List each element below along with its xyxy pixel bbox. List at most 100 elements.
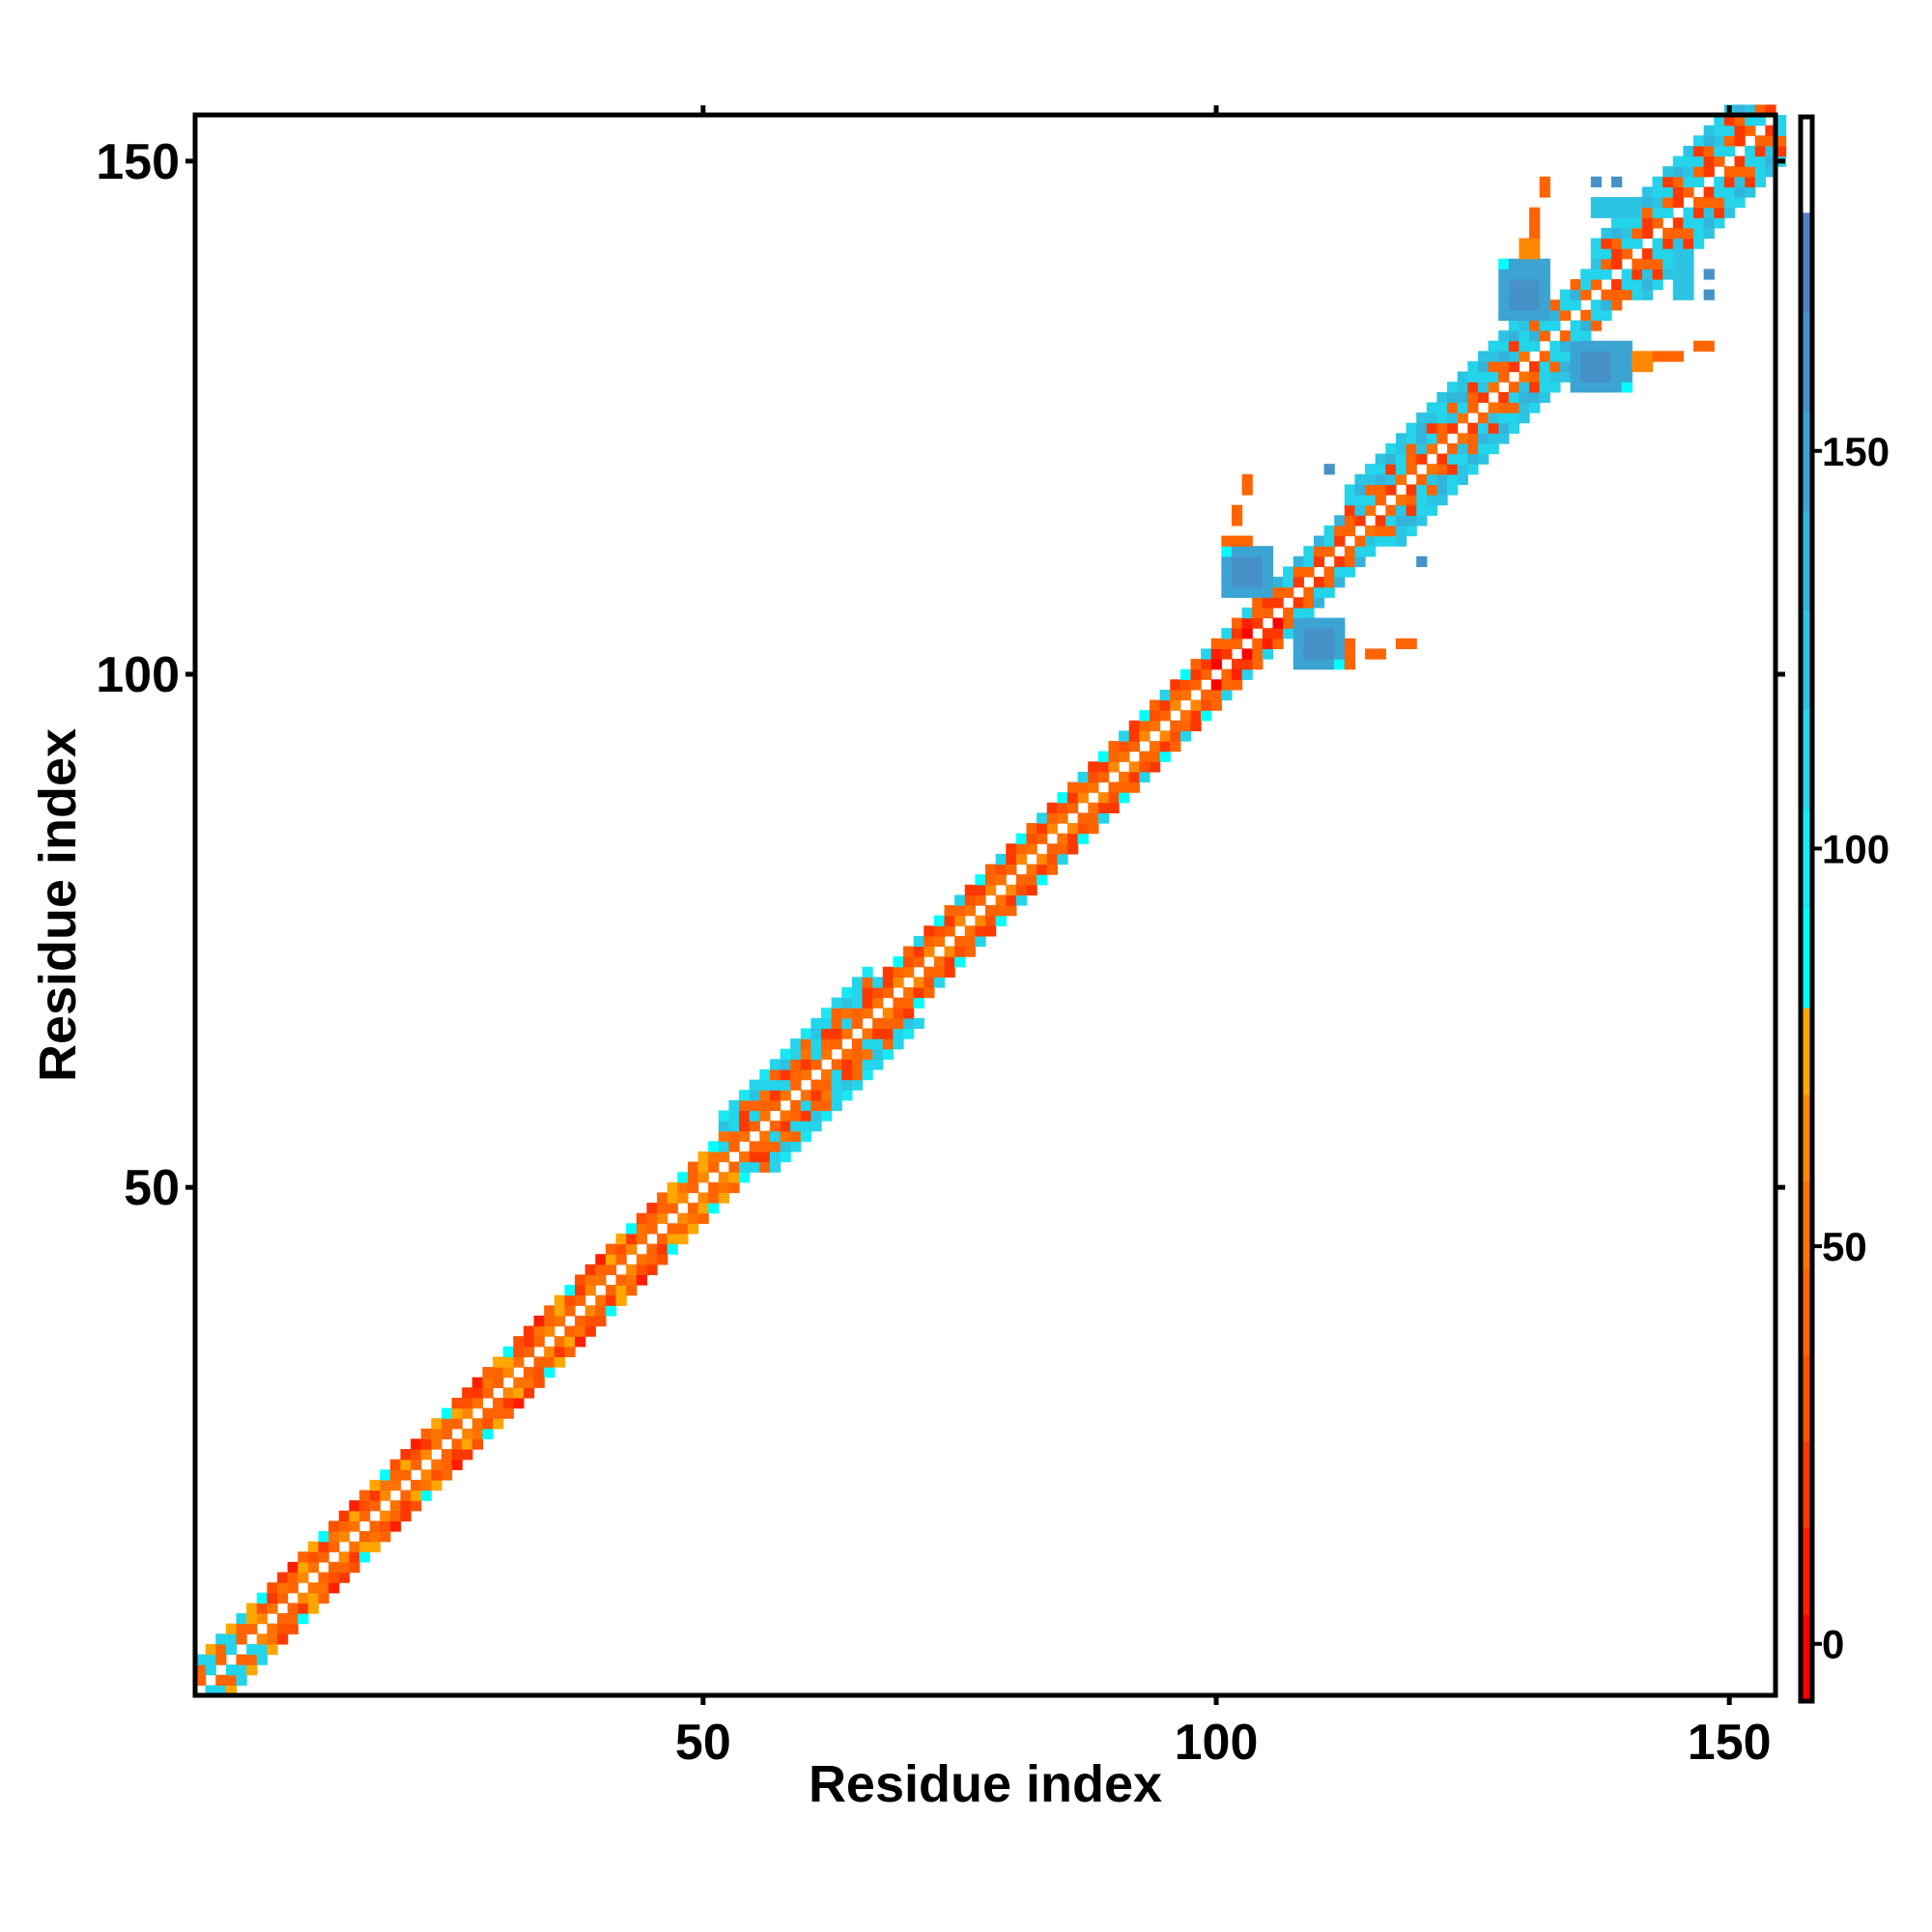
- heatmap-cell: [1395, 515, 1407, 526]
- heatmap-cell: [431, 1479, 442, 1492]
- heatmap-cell: [718, 1151, 730, 1163]
- heatmap-cell: [841, 1048, 853, 1060]
- heatmap-cell: [1457, 402, 1468, 413]
- heatmap-cell: [1570, 360, 1581, 373]
- heatmap-cell: [1477, 412, 1490, 424]
- heatmap-cell: [1714, 207, 1725, 218]
- heatmap-cell: [964, 905, 976, 917]
- heatmap-cell: [256, 1603, 268, 1614]
- heatmap-cell: [1580, 309, 1592, 322]
- heatmap-cell: [769, 1151, 781, 1163]
- heatmap-cell: [995, 864, 1007, 875]
- heatmap-cell: [451, 1407, 463, 1419]
- heatmap-cell: [1344, 659, 1356, 670]
- heatmap-cell: [954, 895, 966, 906]
- heatmap-cell: [1683, 156, 1694, 167]
- heatmap-cell: [1354, 504, 1366, 516]
- heatmap-cell: [1365, 484, 1377, 496]
- heatmap-cell: [1570, 289, 1581, 300]
- heatmap-cell: [1006, 864, 1017, 875]
- heatmap-cell: [1344, 638, 1356, 650]
- heatmap-cell: [575, 1336, 586, 1348]
- heatmap-cell: [893, 977, 904, 988]
- heatmap-cell: [411, 1479, 422, 1492]
- heatmap-cell: [1590, 207, 1603, 218]
- colorbar-bin: [1801, 1267, 1812, 1355]
- heatmap-cell: [1037, 864, 1048, 875]
- heatmap-cell: [882, 1008, 894, 1019]
- heatmap-cell: [1210, 699, 1222, 711]
- heatmap-cell: [440, 1449, 453, 1461]
- heatmap-cell: [1580, 269, 1592, 280]
- heatmap-cell: [1529, 238, 1541, 249]
- heatmap-cell: [1488, 360, 1499, 373]
- heatmap-cell: [739, 1110, 751, 1122]
- heatmap-cell: [236, 1613, 247, 1625]
- heatmap-cell: [1159, 699, 1171, 711]
- heatmap-cell: [1139, 771, 1151, 783]
- heatmap-cell: [523, 1377, 535, 1388]
- heatmap-cell: [318, 1582, 329, 1594]
- heatmap-cell: [1457, 433, 1468, 444]
- heatmap-cell: [276, 1572, 289, 1583]
- heatmap-cell: [1201, 699, 1212, 711]
- heatmap-cell: [1693, 196, 1705, 209]
- heatmap-cell: [1457, 464, 1468, 475]
- heatmap-cell: [646, 1254, 658, 1265]
- heatmap-cell: [440, 1469, 453, 1481]
- heatmap-cell: [1662, 186, 1674, 198]
- heatmap-cell: [584, 1305, 596, 1317]
- heatmap-cell: [276, 1623, 289, 1634]
- heatmap-cell: [1015, 853, 1028, 866]
- heatmap-cell: [1354, 535, 1366, 547]
- heatmap-cell: [841, 1008, 853, 1019]
- colorbar-bin: [1801, 610, 1812, 710]
- heatmap-cell: [1734, 156, 1746, 167]
- heatmap-cell: [1272, 638, 1284, 650]
- heatmap-cell: [1344, 504, 1356, 516]
- heatmap-cell: [1221, 679, 1233, 691]
- heatmap-cell: [1323, 638, 1335, 650]
- heatmap-cell: [975, 895, 986, 906]
- heatmap-cell: [1662, 351, 1674, 362]
- heatmap-cell: [790, 1099, 802, 1112]
- heatmap-cell: [1580, 351, 1592, 362]
- heatmap-cell: [759, 1099, 771, 1112]
- heatmap-cell: [995, 915, 1007, 926]
- heatmap-cell: [1703, 186, 1715, 198]
- heatmap-cell: [215, 1634, 227, 1645]
- heatmap-cell: [1519, 238, 1530, 249]
- heatmap-cell: [1241, 484, 1253, 496]
- heatmap-cell: [1672, 227, 1684, 240]
- heatmap-cell: [739, 1161, 751, 1173]
- heatmap-cell: [1714, 145, 1725, 157]
- heatmap-cell: [1241, 586, 1253, 598]
- heatmap-cell: [893, 997, 904, 1009]
- heatmap-cell: [677, 1233, 689, 1245]
- heatmap-cell: [400, 1469, 412, 1481]
- heatmap-cell: [287, 1623, 298, 1634]
- heatmap-cell: [1457, 382, 1468, 393]
- heatmap-cell: [1283, 586, 1294, 598]
- heatmap-cell: [1139, 720, 1151, 732]
- heatmap-cell: [380, 1479, 391, 1492]
- heatmap-cell: [462, 1438, 473, 1450]
- heatmap-cell: [913, 946, 924, 957]
- heatmap-cell: [739, 1151, 751, 1163]
- heatmap-cell: [1323, 566, 1335, 578]
- heatmap-cell: [1477, 453, 1490, 465]
- heatmap-cell: [1529, 227, 1541, 240]
- heatmap-cell: [1723, 196, 1736, 209]
- heatmap-cell: [780, 1090, 791, 1101]
- heatmap-cell: [575, 1285, 586, 1296]
- heatmap-cell: [205, 1643, 216, 1656]
- heatmap-cell: [1641, 278, 1654, 291]
- heatmap-cell: [1344, 555, 1356, 568]
- heatmap-cell: [1498, 299, 1510, 311]
- heatmap-cell: [1611, 227, 1623, 240]
- heatmap-cell: [1436, 402, 1448, 413]
- heatmap-cell: [1170, 679, 1181, 691]
- heatmap-cell: [533, 1325, 545, 1337]
- heatmap-cell: [1672, 196, 1684, 209]
- heatmap-cell: [769, 1090, 781, 1101]
